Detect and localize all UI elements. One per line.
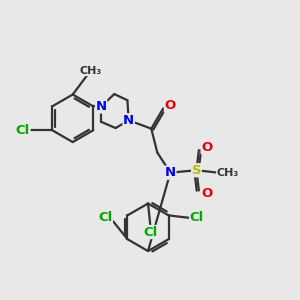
Text: Cl: Cl xyxy=(98,211,112,224)
Text: Cl: Cl xyxy=(190,211,204,224)
Text: O: O xyxy=(201,141,212,154)
Text: S: S xyxy=(192,164,201,177)
Text: O: O xyxy=(201,187,212,200)
Text: N: N xyxy=(165,166,176,179)
Text: O: O xyxy=(164,99,176,112)
Text: N: N xyxy=(123,114,134,127)
Text: CH₃: CH₃ xyxy=(80,65,102,76)
Text: N: N xyxy=(96,100,107,113)
Text: Cl: Cl xyxy=(143,226,158,238)
Text: Cl: Cl xyxy=(16,124,30,137)
Text: CH₃: CH₃ xyxy=(217,168,239,178)
